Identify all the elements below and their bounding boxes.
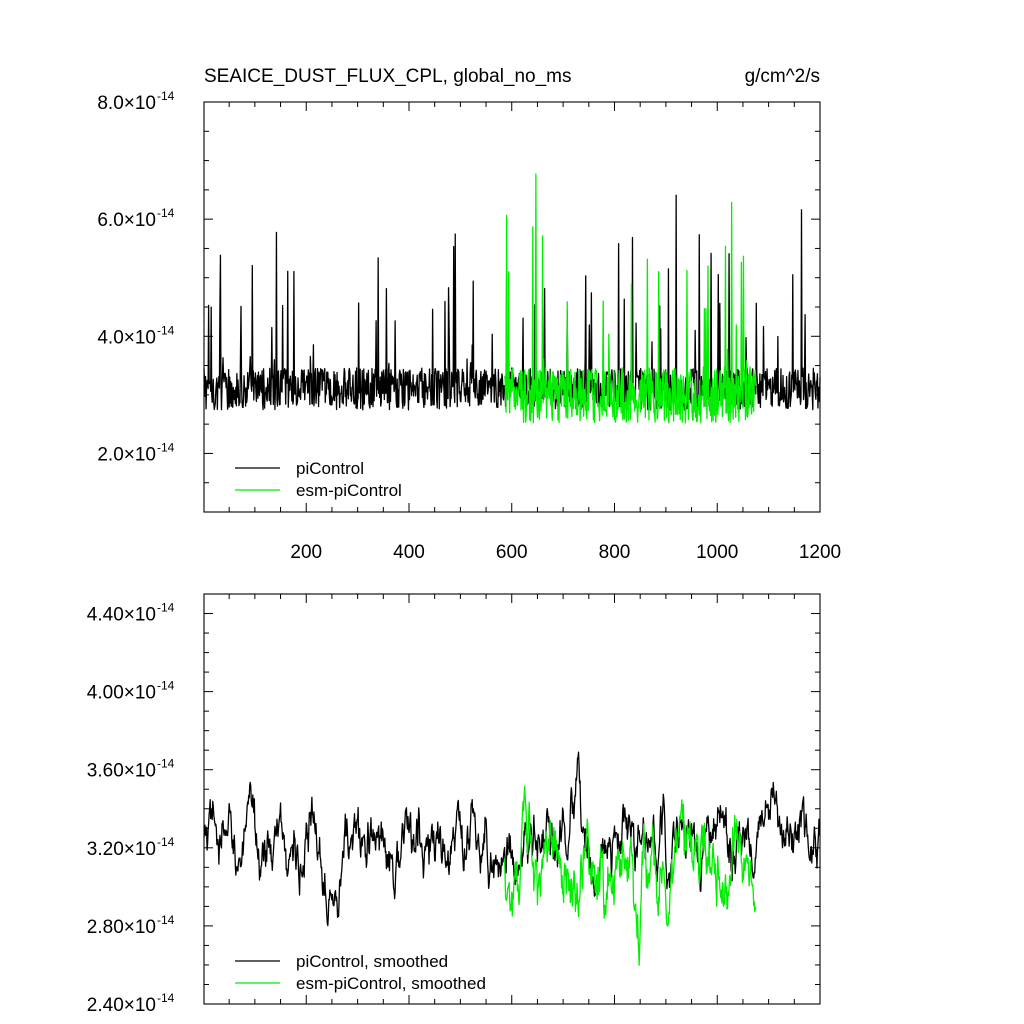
legend-label-esm-picontrol-smoothed: esm-piControl, smoothed <box>296 974 486 993</box>
y-tick-exponent: -14 <box>157 913 175 927</box>
y-tick-exponent: -14 <box>157 679 175 693</box>
top-y-tick-labels: 2.0×10 -144.0×10 -146.0×10 -148.0×10 -14 <box>97 89 174 465</box>
y-tick-label: 4.40×10 <box>87 605 156 626</box>
y-tick-exponent: -14 <box>157 323 175 337</box>
series-line-esm-picontrol-smoothed <box>503 785 757 966</box>
x-tick-label: 1000 <box>696 542 738 563</box>
y-tick-label: 2.0×10 <box>97 444 156 465</box>
top-ticks <box>204 101 821 513</box>
top-x-tick-labels: 200 400 600 800 1000 1200 <box>290 542 841 563</box>
bottom-plot-frame <box>203 593 821 1005</box>
y-tick-exponent: -14 <box>157 757 175 771</box>
top-series-group <box>203 173 821 424</box>
bottom-legend: piControl, smoothed esm-piControl, smoot… <box>235 952 486 993</box>
bottom-series-group <box>203 751 821 966</box>
top-title: SEAICE_DUST_FLUX_CPL, global_no_ms <box>204 66 572 87</box>
x-tick-label: 600 <box>496 542 528 563</box>
x-tick-label: 1200 <box>799 542 841 563</box>
y-tick-label: 4.00×10 <box>87 683 156 704</box>
legend-label-picontrol: piControl <box>296 459 364 478</box>
top-plot-frame <box>203 101 821 513</box>
y-tick-label: 3.60×10 <box>87 761 156 782</box>
y-tick-exponent: -14 <box>157 440 175 454</box>
x-tick-label: 400 <box>393 542 425 563</box>
y-tick-exponent: -14 <box>157 601 175 615</box>
y-tick-label: 2.40×10 <box>87 995 156 1016</box>
y-tick-exponent: -14 <box>157 835 175 849</box>
series-line-esm-picontrol <box>503 173 757 424</box>
y-tick-label: 3.20×10 <box>87 839 156 860</box>
y-tick-label: 8.0×10 <box>97 93 156 114</box>
bottom-y-tick-labels: 2.40×10 -142.80×10 -143.20×10 -143.60×10 -14… <box>87 601 175 1016</box>
bottom-ticks <box>204 593 821 1005</box>
top-legend: piControl esm-piControl <box>235 459 402 500</box>
series-line-picontrol-smoothed <box>203 751 821 927</box>
y-tick-exponent: -14 <box>157 89 175 103</box>
bottom-panel: 2.40×10 -142.80×10 -143.20×10 -143.60×10 -14… <box>87 593 821 1016</box>
y-tick-label: 6.0×10 <box>97 210 156 231</box>
top-panel: SEAICE_DUST_FLUX_CPL, global_no_ms g/cm^… <box>97 66 841 563</box>
legend-label-picontrol-smoothed: piControl, smoothed <box>296 952 448 971</box>
y-tick-label: 4.0×10 <box>97 327 156 348</box>
x-tick-label: 200 <box>290 542 322 563</box>
x-tick-label: 800 <box>599 542 631 563</box>
y-tick-exponent: -14 <box>157 206 175 220</box>
legend-label-esm-picontrol: esm-piControl <box>296 481 402 500</box>
y-tick-label: 2.80×10 <box>87 917 156 938</box>
top-units: g/cm^2/s <box>745 66 820 87</box>
y-tick-exponent: -14 <box>157 991 175 1005</box>
